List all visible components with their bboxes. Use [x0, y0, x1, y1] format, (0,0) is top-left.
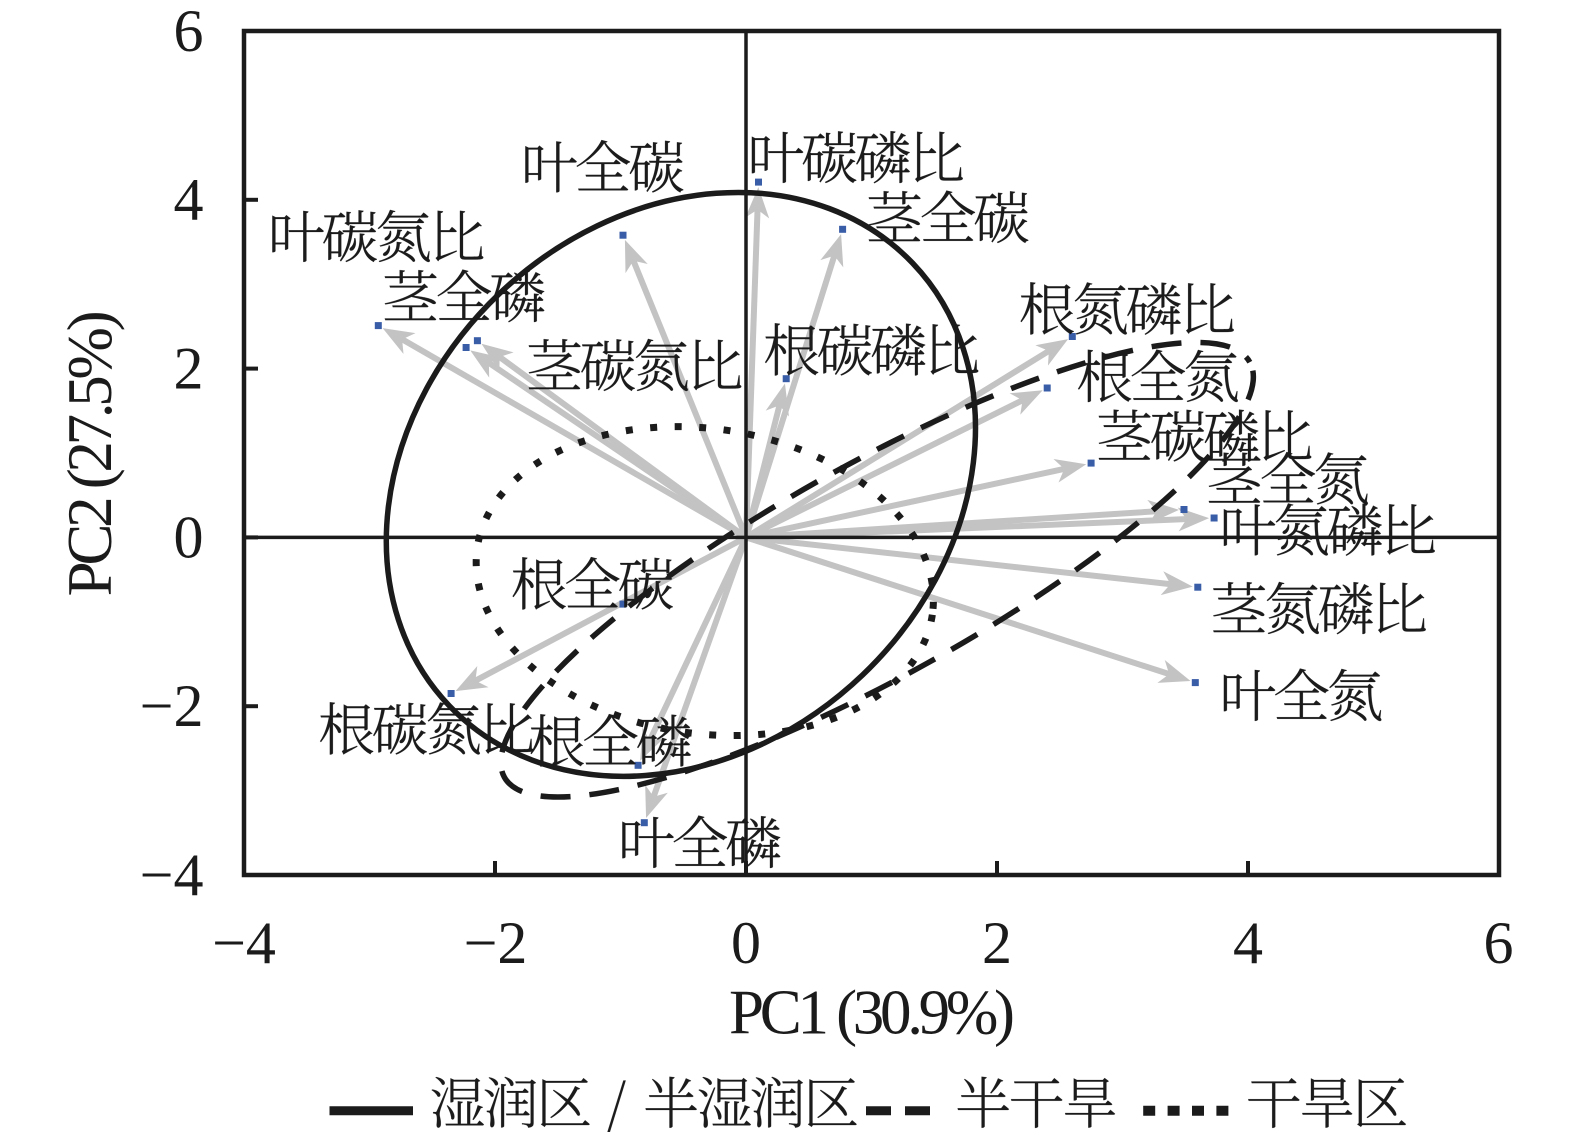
- svg-text:−4: −4: [212, 910, 276, 976]
- svg-text:4: 4: [174, 167, 204, 233]
- svg-text:4: 4: [1233, 910, 1263, 976]
- svg-text:−4: −4: [140, 842, 204, 908]
- svg-text:−2: −2: [464, 910, 528, 976]
- svg-text:2: 2: [982, 910, 1012, 976]
- svg-text:6: 6: [174, 0, 204, 64]
- svg-text:−2: −2: [140, 673, 204, 739]
- svg-text:PC2 (27.5%): PC2 (27.5%): [55, 310, 125, 596]
- svg-text:PC1 (30.9%): PC1 (30.9%): [729, 977, 1015, 1047]
- svg-text:6: 6: [1484, 910, 1514, 976]
- svg-text:2: 2: [174, 336, 204, 402]
- svg-text:0: 0: [174, 504, 204, 570]
- svg-text:0: 0: [731, 910, 761, 976]
